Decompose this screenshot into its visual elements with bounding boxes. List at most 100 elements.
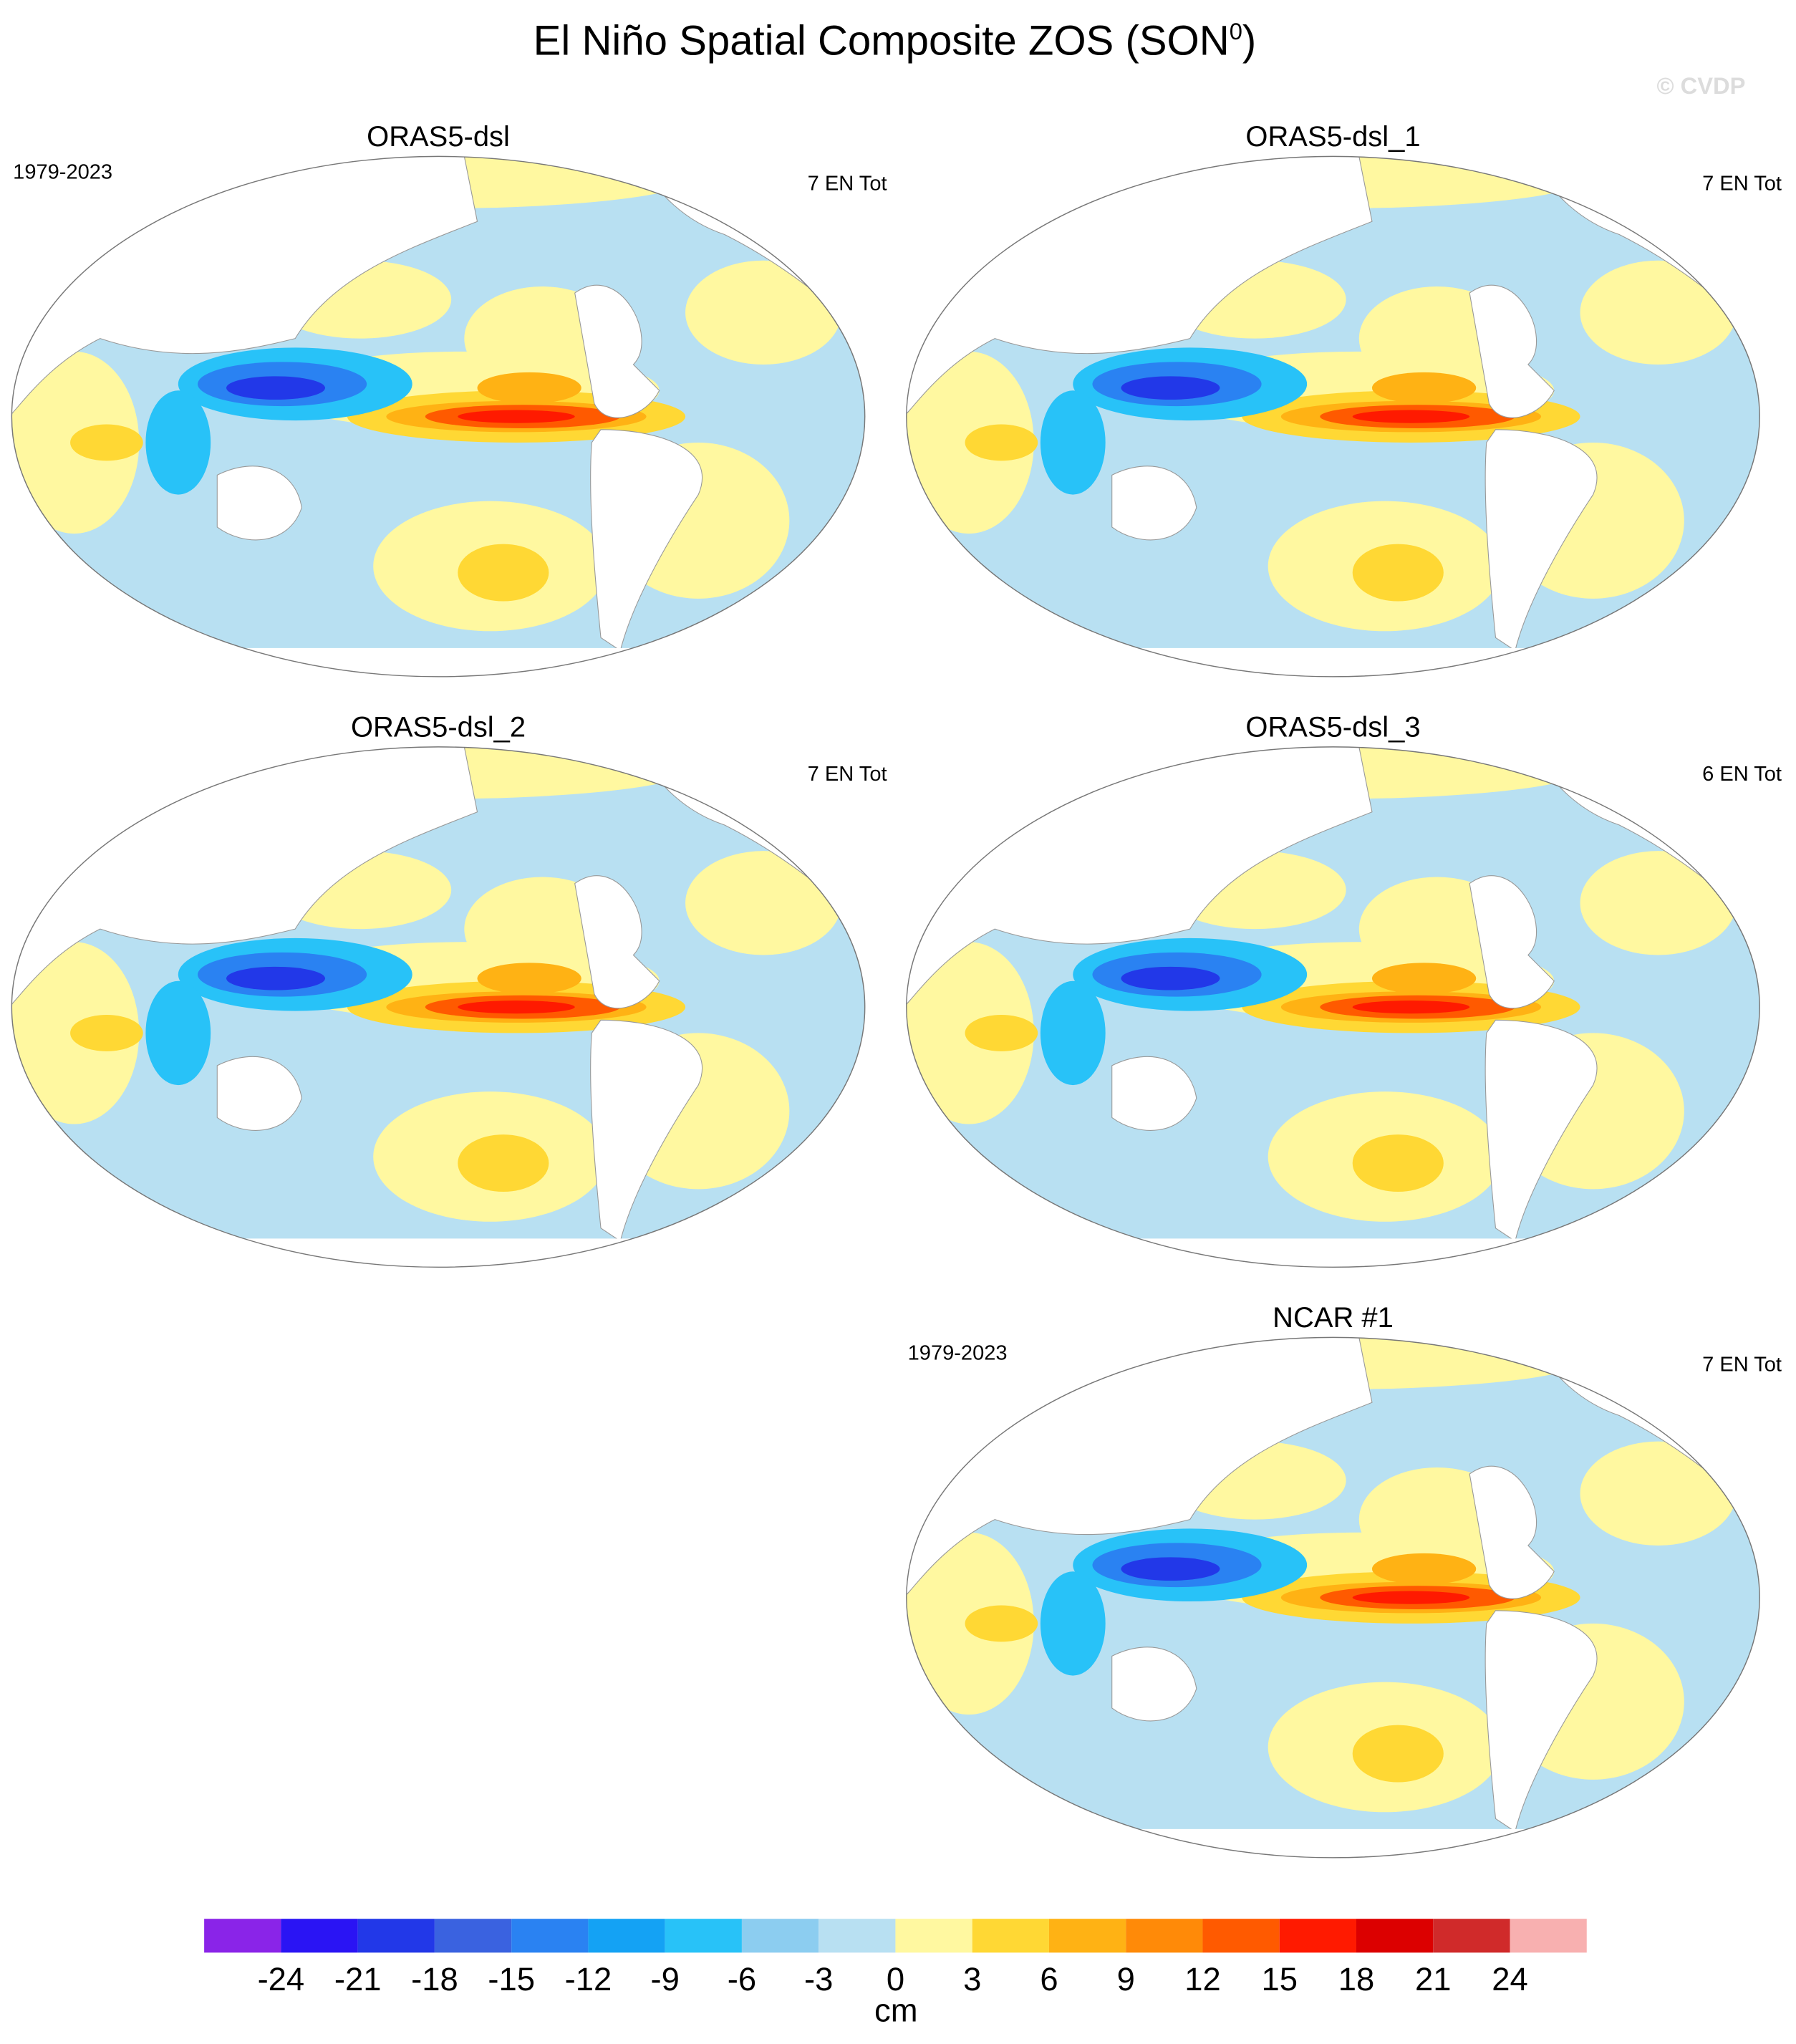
figure-title: El Niño Spatial Composite ZOS (SON0) (534, 18, 1257, 64)
map-panel: ORAS5-dsl_3 6 EN Tot (906, 711, 1782, 1268)
field-shape (1121, 966, 1220, 990)
map-field (11, 746, 865, 1268)
field-shape (458, 410, 575, 423)
field-shape (11, 647, 865, 677)
field-shape (145, 980, 211, 1086)
field-shape (226, 966, 326, 990)
colorbar-box (1126, 1919, 1203, 1953)
map-border (906, 746, 1760, 1268)
title-end: ) (1242, 18, 1256, 64)
panel-title: ORAS5-dsl_1 (1245, 121, 1420, 153)
field-shape (590, 429, 703, 652)
colorbar-box (357, 1919, 435, 1953)
panel-count: 7 EN Tot (1702, 1354, 1782, 1377)
field-shape (1469, 284, 1555, 418)
colorbar-label: 24 (1492, 1961, 1528, 1997)
field-shape (1352, 1001, 1470, 1014)
field-shape (11, 1238, 865, 1268)
field-shape (1484, 429, 1598, 652)
colorbar-box (741, 1919, 819, 1953)
panel-title: ORAS5-dsl (367, 121, 510, 153)
field-shape (458, 544, 549, 602)
colorbar-label: 12 (1184, 1961, 1221, 1997)
map-panel: ORAS5-dsl_2 7 EN Tot (11, 711, 887, 1268)
map-border (906, 155, 1760, 678)
field-shape (1352, 1134, 1444, 1192)
colorbar-label: -24 (258, 1961, 305, 1997)
watermark: © CVDP (1656, 72, 1745, 99)
panel-title: ORAS5-dsl_2 (351, 711, 526, 743)
panel-count: 6 EN Tot (1702, 763, 1782, 786)
colorbar-label: 3 (963, 1961, 981, 1997)
colorbar-box (588, 1919, 665, 1953)
field-shape (685, 260, 842, 365)
field-shape (1111, 1647, 1197, 1722)
map-field (906, 1337, 1760, 1858)
colorbar-label: -9 (650, 1961, 679, 1997)
colorbar-label: 9 (1117, 1961, 1135, 1997)
field-shape (1580, 1441, 1737, 1546)
field-shape (965, 1015, 1038, 1051)
field-shape (70, 1015, 143, 1051)
field-shape (458, 1001, 575, 1014)
panel-title: NCAR #1 (1273, 1302, 1394, 1334)
colorbar-label: -6 (728, 1961, 756, 1997)
field-shape (1580, 260, 1737, 365)
title-main: El Niño Spatial Composite ZOS (SON (534, 18, 1230, 64)
field-shape (1371, 1553, 1477, 1585)
field-shape (1040, 980, 1106, 1086)
map-panel: NCAR #1 1979-2023 7 EN Tot (906, 1302, 1782, 1859)
field-shape (1352, 410, 1470, 423)
field-shape (458, 1134, 549, 1192)
colorbar-box (819, 1919, 896, 1953)
map-field (906, 156, 1760, 677)
field-shape (1040, 390, 1106, 495)
panel-count: 7 EN Tot (808, 763, 887, 786)
colorbar-box (895, 1919, 972, 1953)
colorbar-label: 0 (887, 1961, 904, 1997)
field-shape (1040, 1571, 1106, 1676)
field-shape (1371, 963, 1477, 994)
field-shape (906, 647, 1760, 677)
field-shape (216, 466, 302, 541)
field-shape (1469, 875, 1555, 1009)
colorbar-label: -3 (804, 1961, 833, 1997)
field-shape (685, 851, 842, 955)
colorbar-label: 21 (1415, 1961, 1452, 1997)
map-border (11, 155, 866, 678)
field-shape (965, 1605, 1038, 1642)
panel-title: ORAS5-dsl_3 (1245, 711, 1420, 743)
colorbar-box (1048, 1919, 1126, 1953)
field-shape (216, 1056, 302, 1131)
map-border (906, 1336, 1760, 1859)
field-shape (1121, 376, 1220, 400)
field-shape (1484, 1019, 1598, 1242)
field-shape (1111, 1056, 1197, 1131)
title-sup: 0 (1230, 18, 1242, 44)
field-shape (1371, 372, 1477, 404)
colorbar-box (1510, 1919, 1587, 1953)
map-panel: ORAS5-dsl 1979-2023 7 EN Tot (11, 121, 887, 678)
colorbar-box (1356, 1919, 1434, 1953)
colorbar-box (434, 1919, 512, 1953)
field-shape (1580, 851, 1737, 955)
colorbar-box (972, 1919, 1049, 1953)
colorbar-box (1433, 1919, 1510, 1953)
colorbar-box (1202, 1919, 1280, 1953)
colorbar-box (281, 1919, 358, 1953)
field-shape (477, 372, 581, 404)
colorbar-label: 15 (1261, 1961, 1298, 1997)
field-shape (574, 284, 660, 418)
field-shape (1111, 466, 1197, 541)
colorbar-box (665, 1919, 742, 1953)
colorbar-label: 18 (1338, 1961, 1375, 1997)
field-shape (1121, 1557, 1220, 1581)
field-shape (906, 1238, 1760, 1268)
field-shape (906, 1828, 1760, 1858)
field-shape (590, 1019, 703, 1242)
map-field (906, 746, 1760, 1268)
colorbar-unit: cm (874, 1992, 918, 2029)
field-shape (1352, 544, 1444, 602)
colorbar-label: -12 (565, 1961, 612, 1997)
